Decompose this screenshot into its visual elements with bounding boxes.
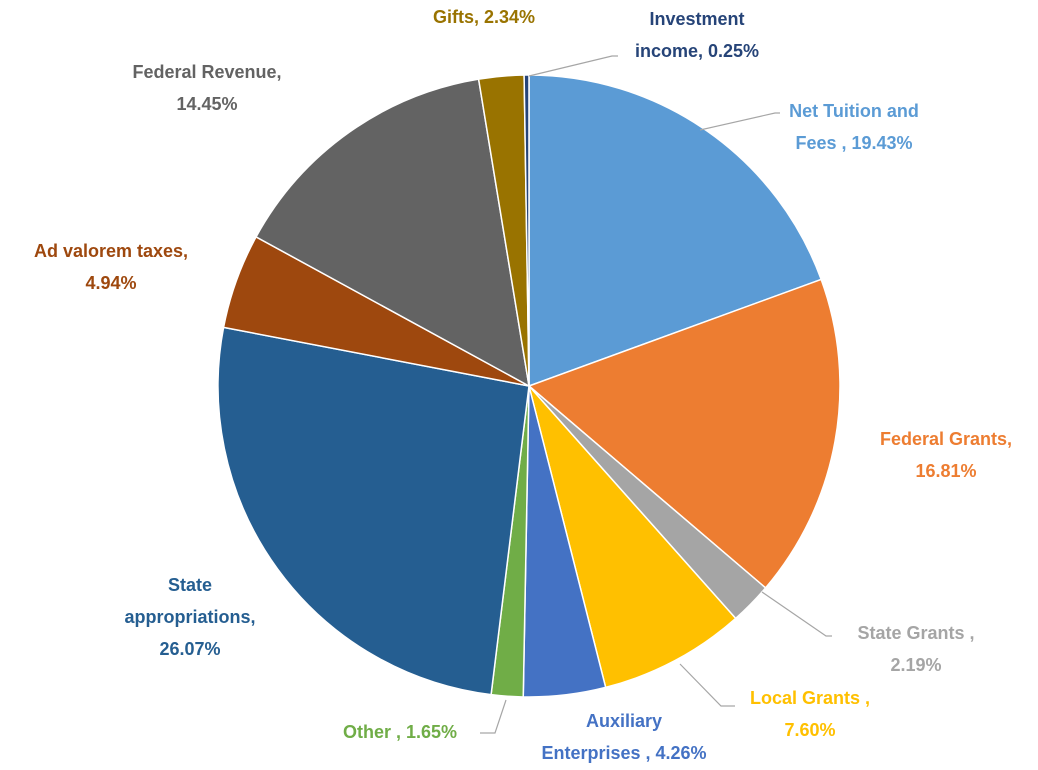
data-label: Investment income, 0.25% — [635, 9, 759, 61]
data-label: Other , 1.65% — [343, 722, 457, 742]
pie-slice — [255, 78, 530, 388]
pie-slice — [523, 74, 530, 387]
data-label: Net Tuition and Fees , 19.43% — [789, 101, 919, 153]
leader-line — [761, 591, 832, 637]
pie-slice — [528, 385, 737, 689]
leader-line — [699, 112, 780, 131]
pie-slice — [528, 74, 823, 388]
data-label: Local Grants , 7.60% — [750, 688, 870, 740]
pie-slice — [217, 326, 530, 696]
data-label: Federal Revenue, 14.45% — [132, 62, 281, 114]
pie-slice — [527, 278, 841, 589]
data-label: Federal Grants, 16.81% — [880, 429, 1012, 481]
leader-line — [528, 55, 618, 77]
data-label: Auxiliary Enterprises , 4.26% — [541, 711, 706, 763]
data-label: Gifts, 2.34% — [433, 7, 535, 27]
data-label: Ad valorem taxes, 4.94% — [34, 241, 188, 293]
data-label: State appropriations, 26.07% — [124, 575, 255, 659]
leader-line — [679, 663, 735, 707]
leader-line — [480, 699, 507, 734]
data-label: State Grants , 2.19% — [857, 623, 974, 675]
